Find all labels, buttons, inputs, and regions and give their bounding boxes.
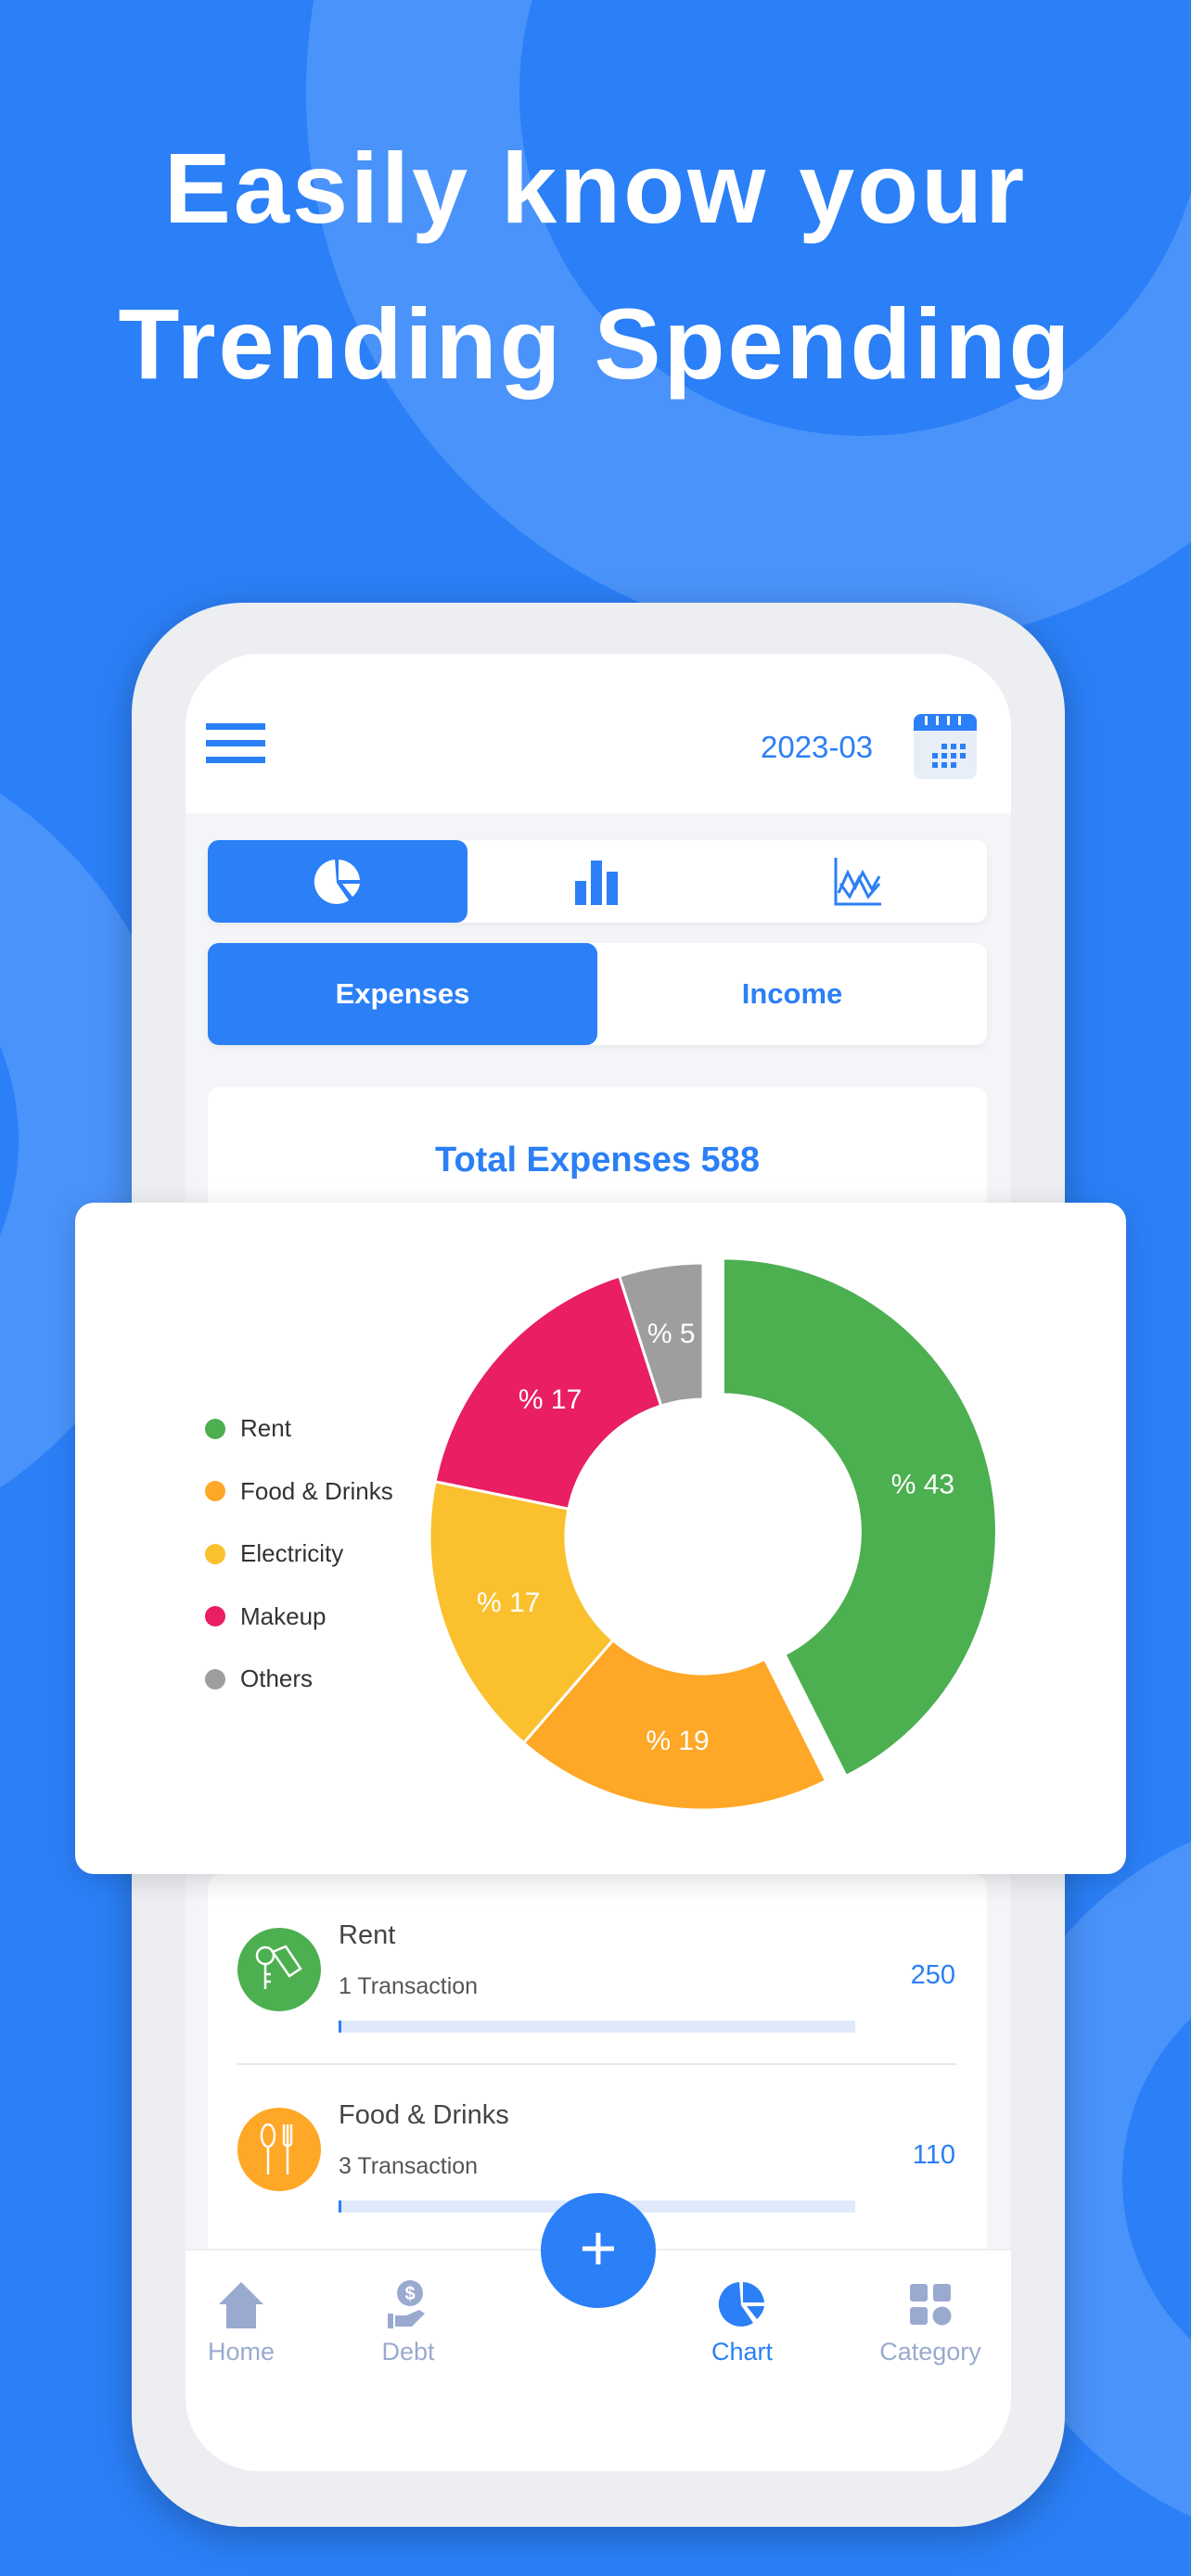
nav-home-label: Home [207,2338,275,2366]
pie-chart-icon [718,2282,764,2327]
donut-slice-food-drinks[interactable] [521,1638,828,1812]
legend-item: Food & Drinks [205,1460,393,1524]
bar-chart-icon [575,860,618,905]
tab-bar-chart[interactable] [467,840,727,923]
legend-label: Rent [240,1414,291,1443]
donut-slice-rent[interactable] [721,1256,998,1779]
debt-icon: $ [388,2280,425,2328]
donut-chart: % 43 % 19 % 17 % 17 % 5 [428,1256,998,1812]
bottom-nav: Home $ Debt Chart Category [186,2249,1011,2471]
headline-line-1: Easily know your [163,132,1028,244]
tab-pie-chart[interactable] [208,840,467,923]
add-transaction-button[interactable]: + [541,2193,656,2308]
category-list: Rent 1 Transaction 250 Food & Drinks 3 T… [208,1874,987,2264]
home-icon [219,2282,263,2328]
slice-label: % 17 [519,1384,582,1415]
chart-type-tabs [208,840,987,923]
donut-slice-electricity[interactable] [428,1479,616,1745]
nav-debt-label: Debt [381,2338,435,2366]
legend-item: Rent [205,1397,393,1460]
slice-label: % 5 [647,1319,696,1349]
item-name: Food & Drinks [339,2100,509,2130]
chart-legend: Rent Food & Drinks Electricity Makeup Others [205,1397,393,1711]
legend-label: Food & Drinks [240,1476,393,1505]
hamburger-icon[interactable] [206,723,265,764]
legend-item: Others [205,1648,393,1711]
legend-item: Electricity [205,1523,393,1586]
legend-swatch [205,1481,225,1502]
month-label[interactable]: 2023-03 [761,730,874,764]
nav-category-label: Category [879,2338,981,2366]
legend-label: Makeup [240,1601,327,1630]
pie-chart-icon [314,859,360,904]
category-grid-icon [910,2284,952,2326]
item-amount: 110 [912,2140,955,2170]
key-tag-icon [237,1928,321,2011]
legend-swatch [205,1418,225,1439]
legend-item: Makeup [205,1586,393,1649]
phone-screen: 2023-03 Expenses Income Total Expenses 5… [186,654,1011,2471]
item-amount: 250 [910,1960,955,1990]
nav-chart-label: Chart [711,2338,774,2366]
total-expenses-label: Total Expenses 588 [435,1141,760,1180]
legend-swatch [205,1543,225,1564]
item-name: Rent [339,1920,396,1950]
divider [237,2063,957,2065]
headline-line-2: Trending Spending [118,287,1073,400]
list-item[interactable]: Food & Drinks 3 Transaction 110 [208,2054,987,2239]
slice-label: % 17 [477,1588,540,1618]
background-arc [306,0,1191,649]
background-arc [974,1842,1191,2517]
nav-category[interactable]: Category [861,2278,1000,2366]
legend-label: Electricity [240,1539,344,1568]
toggle-expenses[interactable]: Expenses [208,943,597,1045]
top-bar: 2023-03 [186,654,1011,813]
line-chart-icon [834,857,881,905]
nav-debt[interactable]: $ Debt [339,2278,478,2366]
legend-swatch [205,1606,225,1627]
legend-swatch [205,1668,225,1690]
svg-text:$: $ [404,2284,415,2304]
type-toggle: Expenses Income [208,943,987,1045]
slice-label: % 19 [646,1726,709,1756]
spoon-fork-icon [237,2108,321,2191]
legend-label: Others [240,1664,314,1693]
chart-card: Rent Food & Drinks Electricity Makeup Others… [75,1203,1126,1874]
list-item[interactable]: Rent 1 Transaction 250 [208,1874,987,2060]
tab-line-chart[interactable] [727,840,987,923]
donut-slice-others[interactable] [617,1261,705,1408]
item-transactions: 3 Transaction [339,2153,479,2179]
item-progress [339,2021,855,2033]
toggle-income[interactable]: Income [741,977,843,1010]
nav-chart[interactable]: Chart [672,2278,812,2366]
nav-home[interactable]: Home [172,2278,311,2366]
slice-label: % 43 [891,1470,954,1500]
donut-slice-makeup[interactable] [433,1274,663,1511]
background-arc [0,793,186,1488]
item-transactions: 1 Transaction [339,1973,479,1999]
calendar-icon[interactable] [914,714,977,779]
